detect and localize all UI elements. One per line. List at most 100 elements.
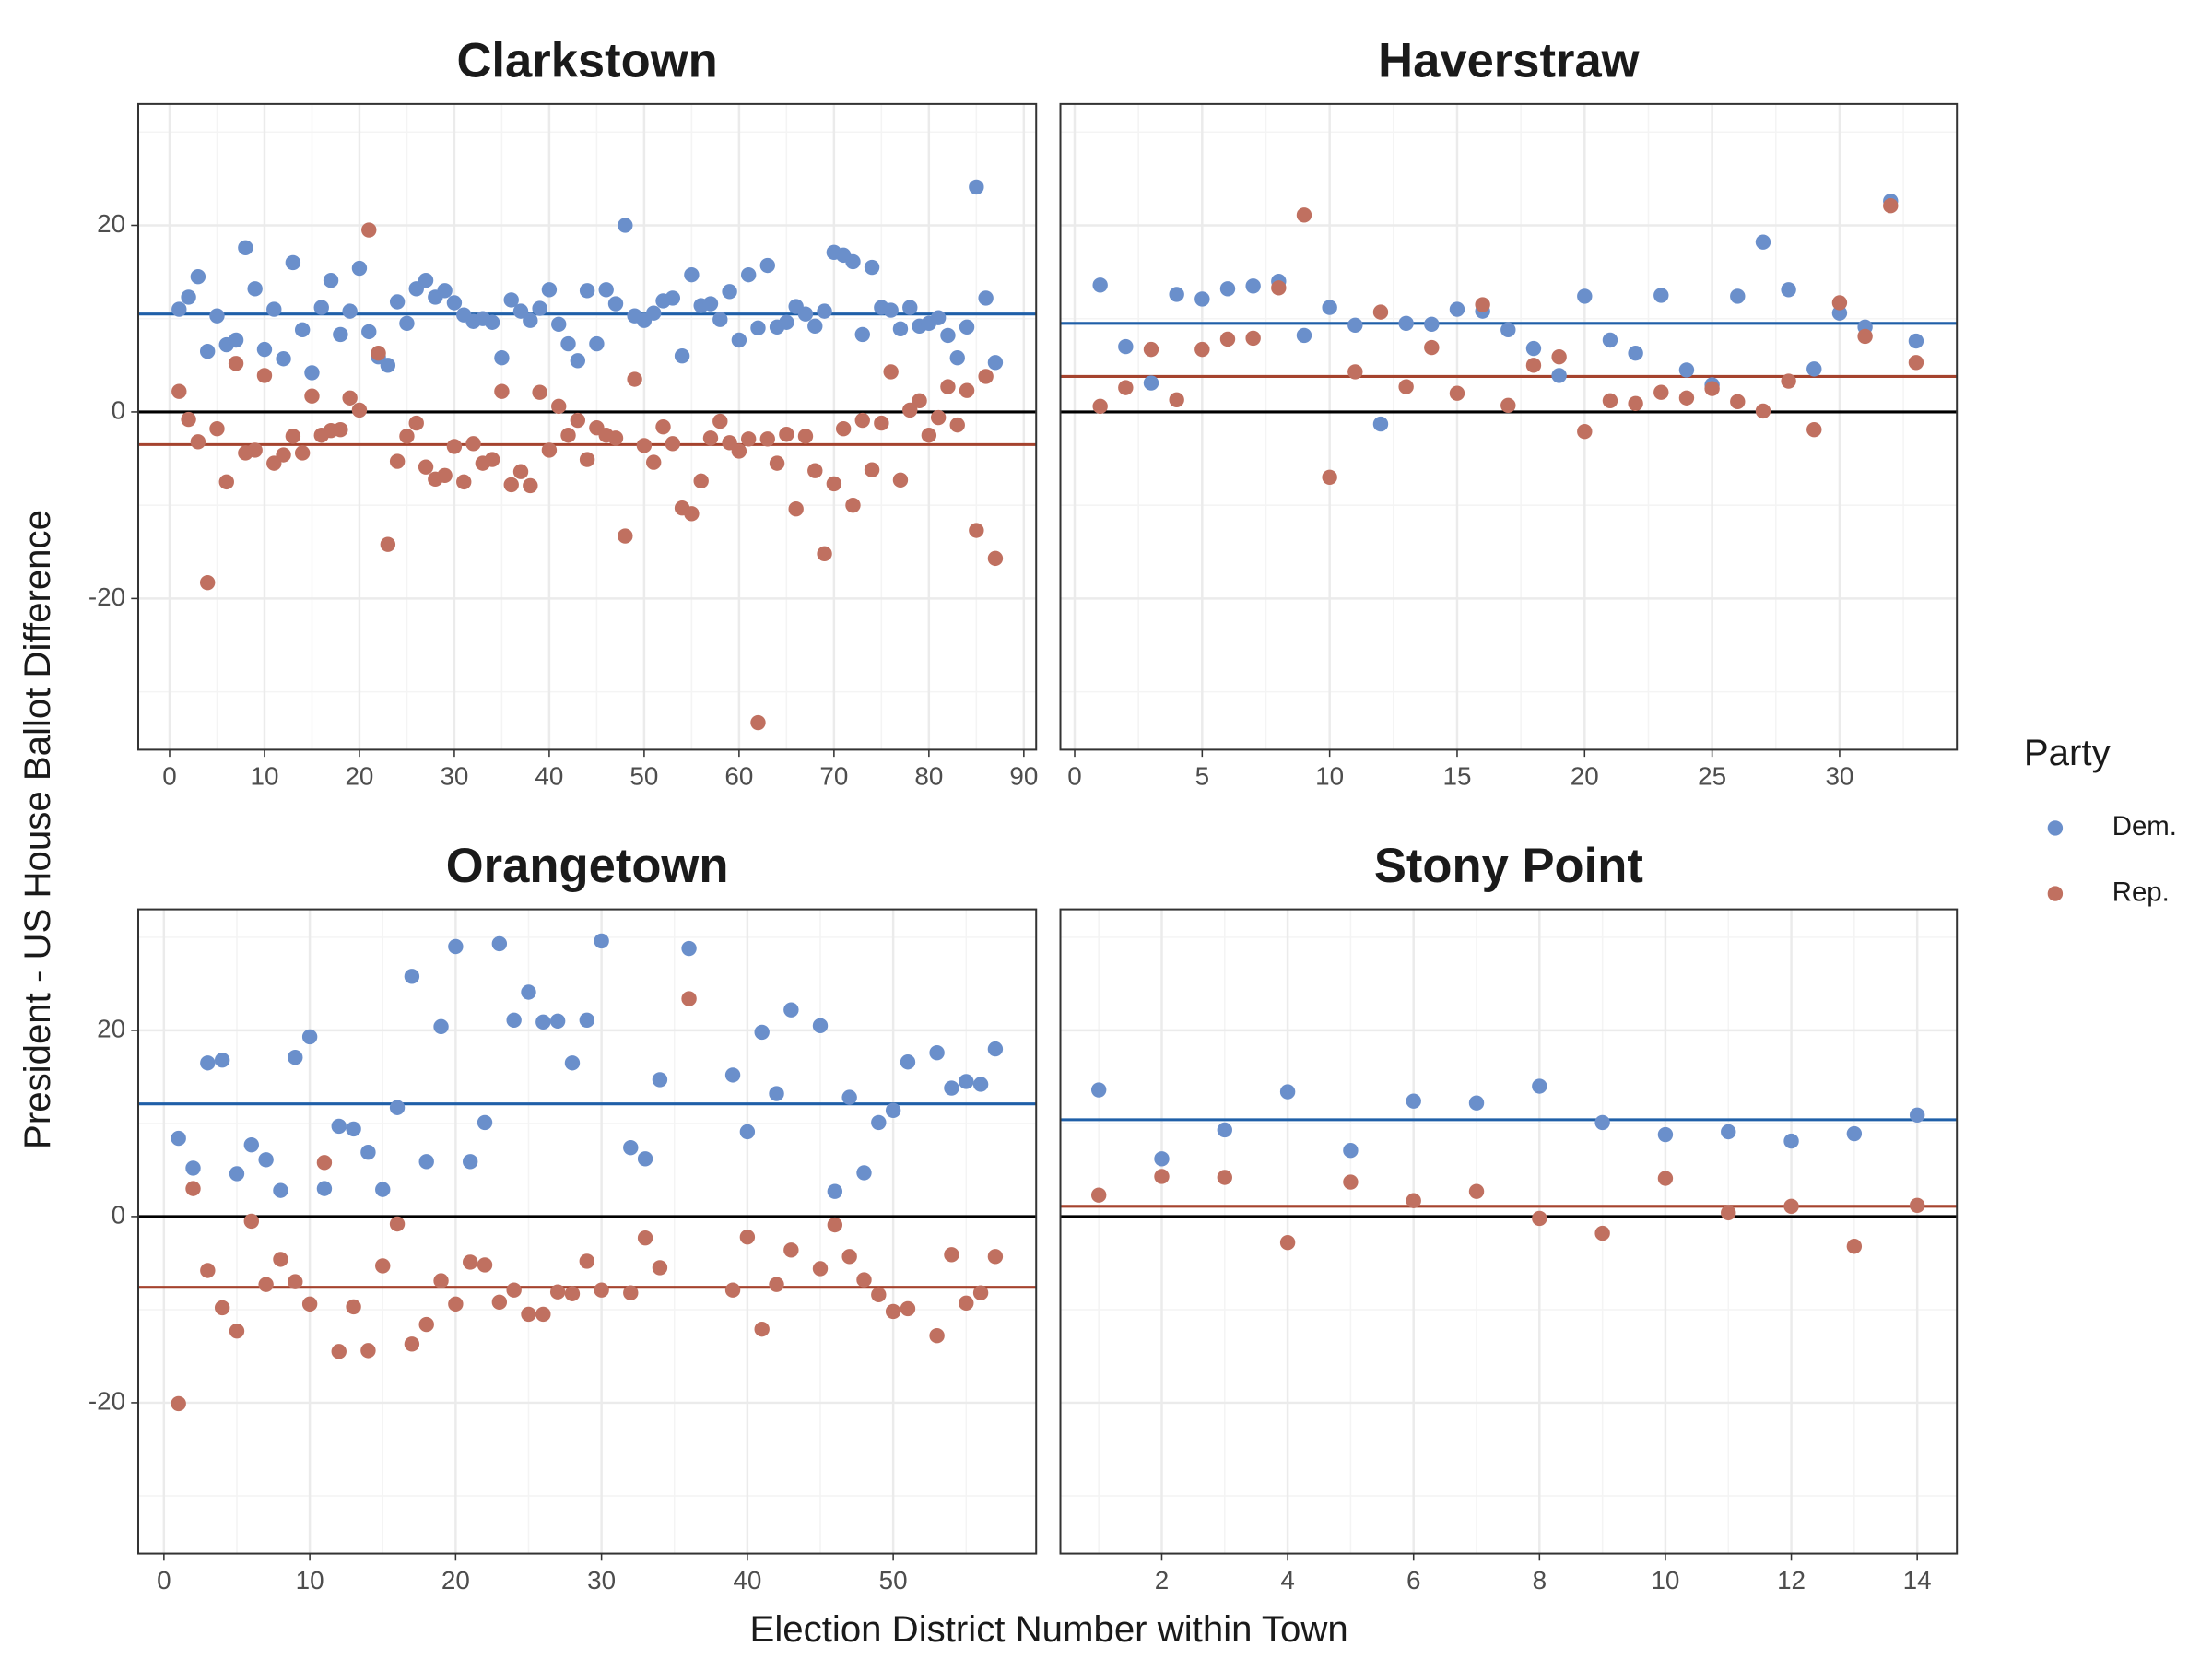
y-tick-label: 20: [97, 1014, 125, 1042]
point: [1908, 333, 1924, 349]
point: [190, 434, 206, 450]
point: [294, 445, 311, 461]
point: [1347, 317, 1363, 333]
x-tick-label: 10: [1315, 762, 1344, 791]
point: [1846, 1125, 1863, 1142]
point: [759, 431, 775, 447]
y-tick-label: 0: [112, 395, 125, 424]
point: [835, 420, 852, 437]
x-tick-label: 80: [914, 762, 943, 791]
point: [570, 353, 586, 369]
point: [972, 1285, 989, 1300]
x-tick-label: 10: [1651, 1566, 1679, 1594]
point: [462, 1254, 478, 1270]
point: [1783, 1133, 1799, 1149]
point: [623, 1139, 639, 1156]
point: [978, 290, 994, 306]
point: [769, 1277, 784, 1292]
point: [1424, 339, 1440, 356]
point: [171, 1130, 186, 1147]
point: [1245, 278, 1261, 294]
point: [491, 1294, 508, 1311]
point: [589, 335, 605, 352]
point: [930, 310, 947, 325]
y-tick-label: 0: [112, 1200, 125, 1229]
point: [446, 295, 463, 311]
point: [437, 467, 453, 483]
point: [523, 312, 538, 328]
point: [304, 365, 320, 381]
point: [446, 439, 463, 454]
point: [969, 179, 984, 195]
point: [564, 1055, 581, 1071]
point: [1322, 469, 1337, 486]
point: [351, 260, 368, 276]
panel-background: [138, 909, 1037, 1554]
point: [921, 428, 937, 443]
point: [579, 452, 595, 467]
point: [273, 1182, 288, 1198]
point: [171, 383, 187, 399]
point: [512, 464, 529, 479]
point: [1296, 207, 1312, 223]
point: [1781, 282, 1796, 298]
point: [304, 388, 320, 404]
legend-title: Party: [2024, 732, 2112, 773]
point: [294, 322, 311, 338]
panel-title: Haverstraw: [1378, 33, 1640, 88]
point: [1217, 1170, 1232, 1185]
point: [731, 443, 747, 459]
x-tick-label: 14: [1903, 1566, 1932, 1594]
x-tick-label: 40: [733, 1566, 761, 1594]
point: [930, 409, 947, 426]
point: [812, 1261, 829, 1277]
point: [360, 1343, 376, 1359]
point: [331, 1118, 347, 1135]
point: [333, 421, 348, 438]
point: [523, 477, 538, 494]
point: [874, 415, 889, 431]
point: [361, 324, 377, 340]
point: [465, 436, 481, 452]
point: [594, 933, 609, 949]
point: [1092, 398, 1108, 415]
y-tick-label: 20: [97, 209, 125, 238]
point: [1245, 330, 1261, 347]
point: [1806, 361, 1822, 377]
point: [854, 326, 870, 343]
x-tick-label: 20: [345, 762, 373, 791]
point: [1154, 1151, 1170, 1167]
point: [1730, 288, 1746, 304]
point: [892, 472, 909, 488]
point: [783, 1242, 799, 1258]
point: [959, 1295, 974, 1312]
x-tick-label: 15: [1442, 762, 1471, 791]
point: [1602, 393, 1618, 408]
point: [681, 940, 697, 957]
panel-background: [1060, 103, 1958, 750]
x-tick-label: 20: [1571, 762, 1599, 791]
point: [185, 1181, 201, 1196]
point: [1532, 1078, 1547, 1094]
point: [462, 1154, 478, 1170]
point: [885, 1303, 901, 1320]
point: [346, 1299, 361, 1315]
point: [987, 355, 1004, 371]
point: [1831, 295, 1848, 311]
point: [285, 429, 301, 444]
point: [1678, 390, 1695, 406]
point: [1475, 297, 1490, 312]
point: [769, 1086, 784, 1101]
point: [864, 462, 880, 477]
point: [181, 411, 196, 428]
point: [276, 351, 291, 367]
point: [607, 296, 624, 312]
point: [1143, 341, 1159, 358]
point: [655, 418, 671, 435]
point: [342, 390, 358, 406]
point: [627, 371, 642, 387]
point: [759, 257, 775, 274]
point: [900, 1054, 916, 1070]
point: [1577, 424, 1593, 440]
point: [731, 332, 747, 348]
